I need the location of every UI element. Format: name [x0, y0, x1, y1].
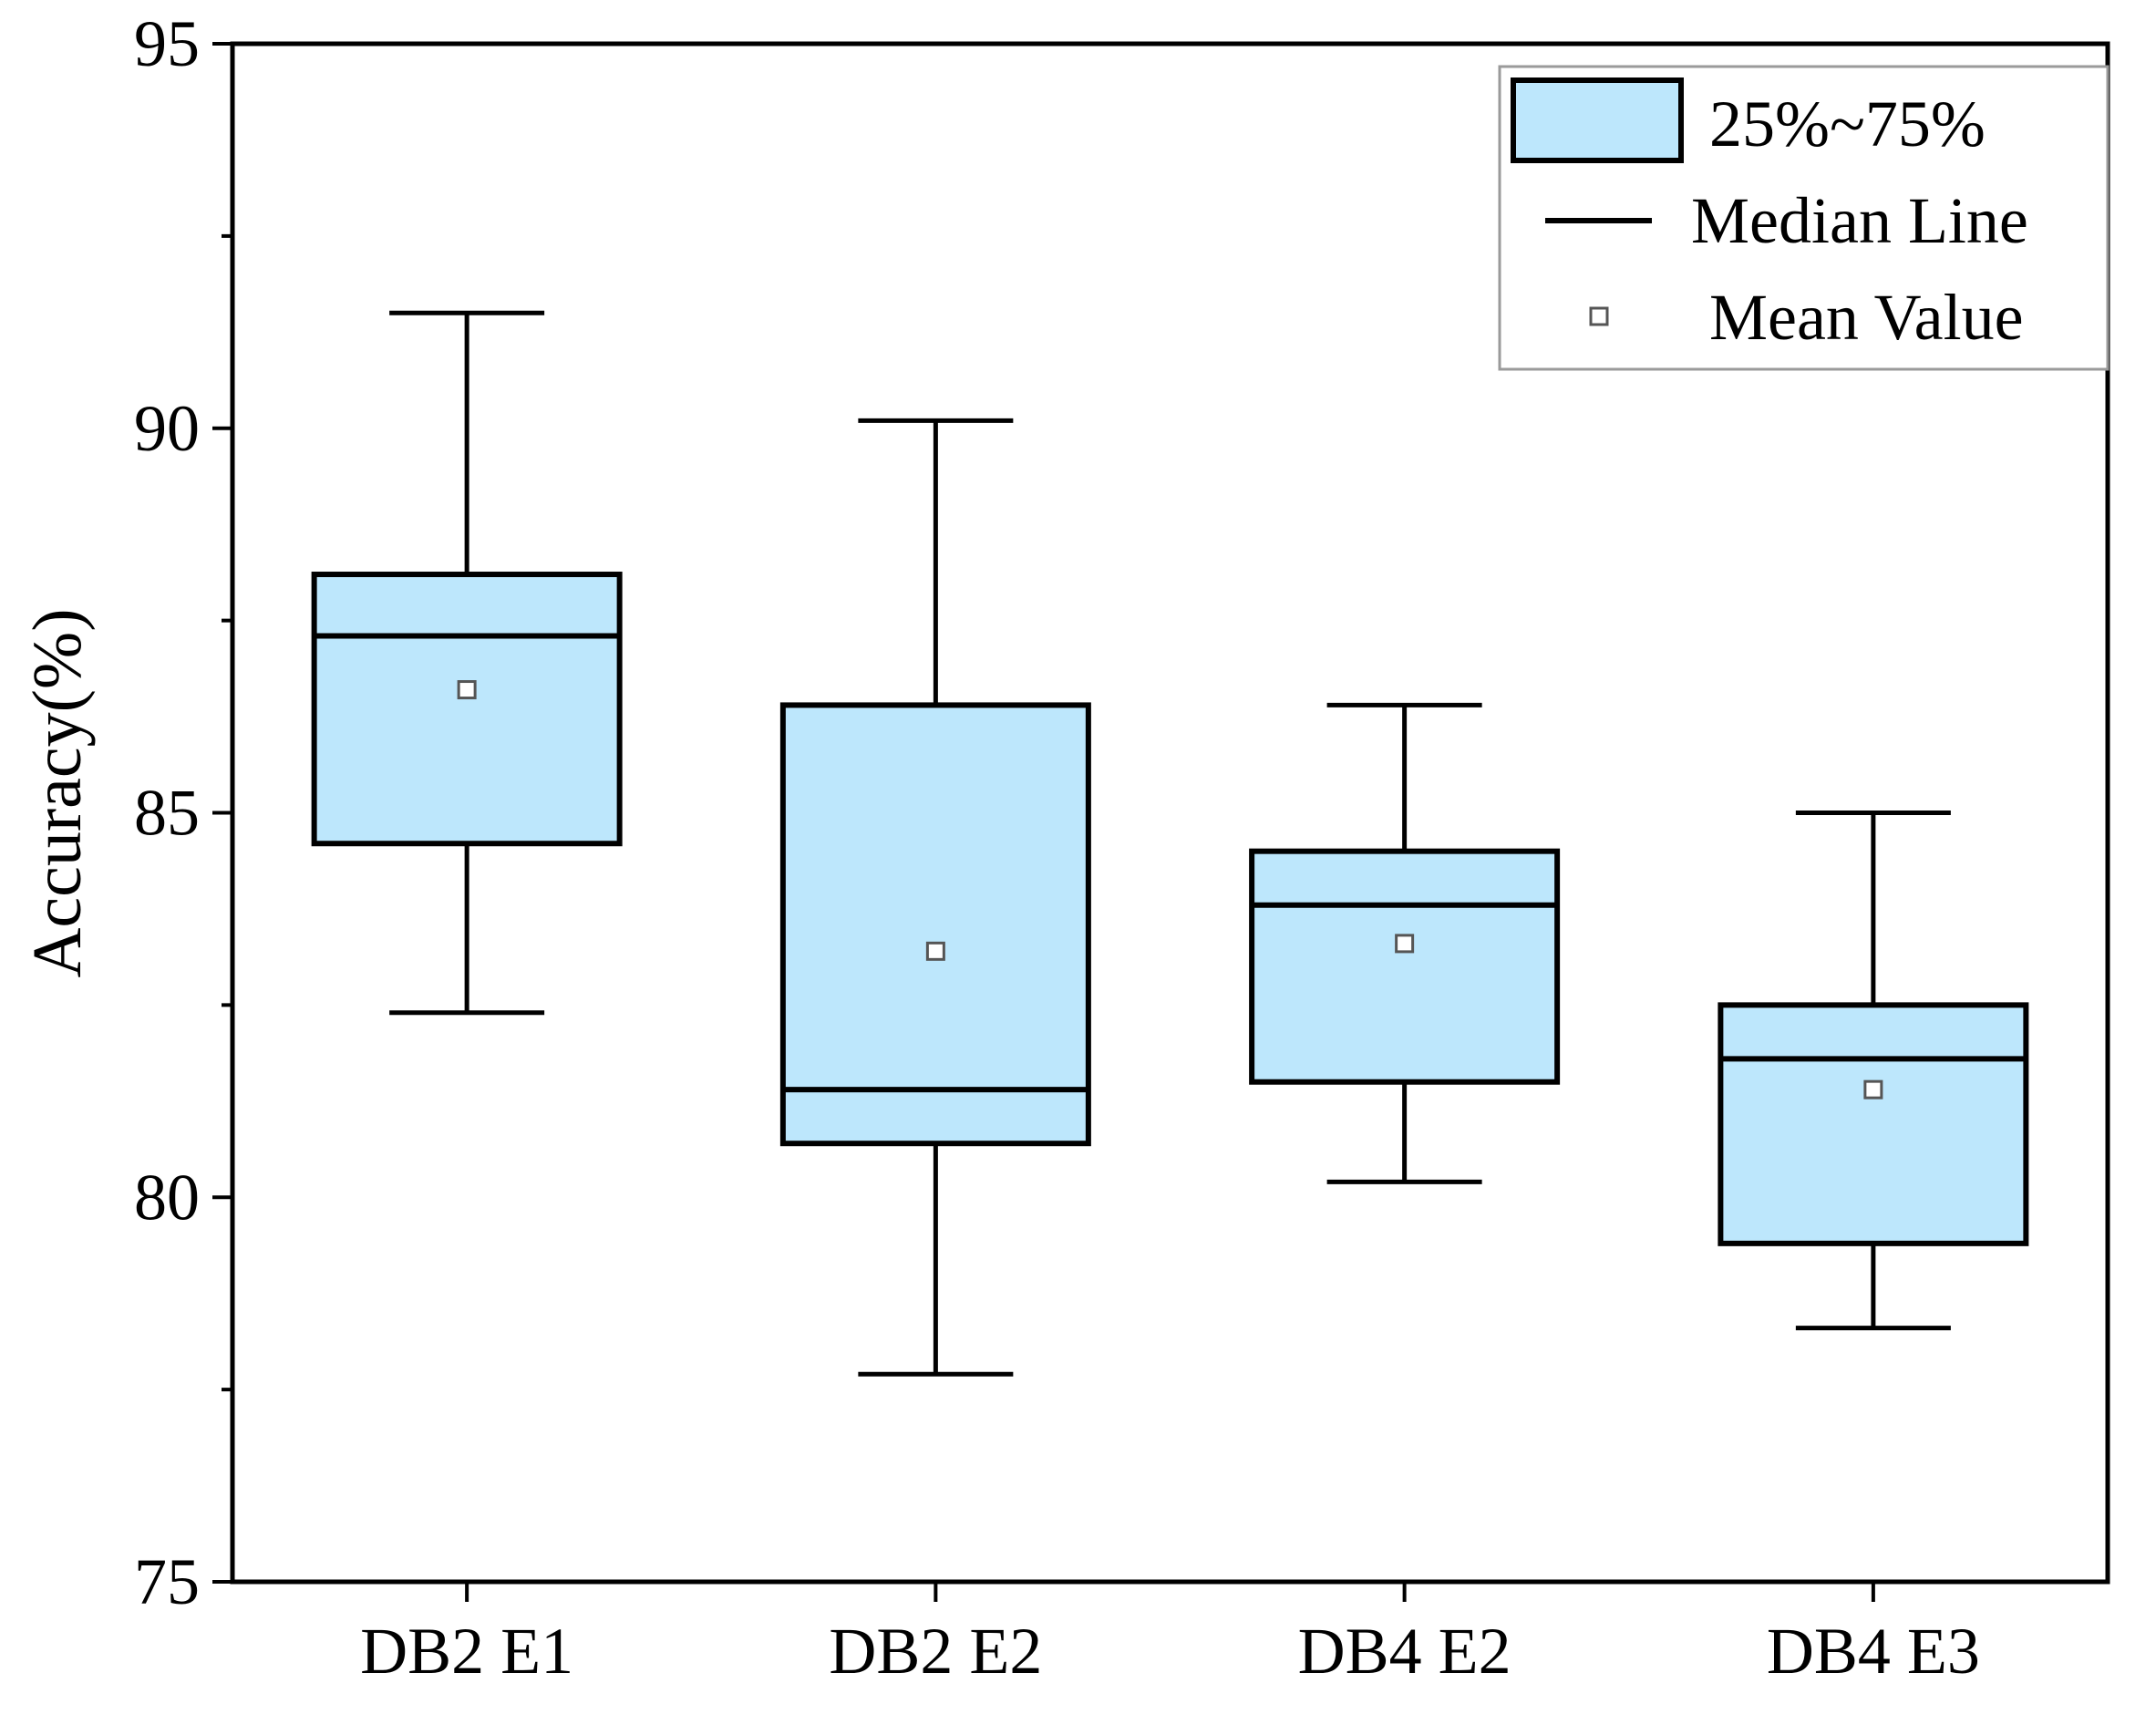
box-group — [779, 418, 1091, 1377]
legend-label-mean: Mean Value — [1709, 281, 2024, 354]
iqr-box — [311, 572, 623, 847]
box-group — [1249, 702, 1561, 1184]
legend-mean-swatch — [1589, 306, 1609, 326]
iqr-box — [1249, 848, 1561, 1085]
iqr-box — [1718, 1002, 2029, 1246]
y-tick-label: 80 — [134, 1161, 200, 1234]
mean-marker — [1395, 934, 1415, 954]
x-tick-label: DB2 E2 — [829, 1615, 1042, 1688]
legend: 25%~75% Median Line Mean Value — [1498, 65, 2110, 371]
legend-label-iqr: 25%~75% — [1709, 88, 1986, 160]
x-tick-label: DB4 E2 — [1298, 1615, 1511, 1688]
y-tick-label: 90 — [134, 392, 200, 465]
y-tick-label: 75 — [134, 1545, 200, 1618]
mean-marker — [1863, 1079, 1883, 1100]
iqr-box — [779, 702, 1091, 1147]
box-group — [1718, 811, 2029, 1331]
box-group — [311, 310, 623, 1016]
axis-layer: 75 80 85 90 95 DB2 E1 DB2 E2 DB4 E2 DB4 E3 — [134, 7, 2110, 1688]
box-layer — [311, 310, 2029, 1377]
y-axis-label: Accuracy(%) — [19, 608, 96, 977]
mean-marker — [457, 680, 477, 700]
y-tick-label: 85 — [134, 777, 200, 850]
x-tick-label: DB4 E3 — [1767, 1615, 1980, 1688]
legend-box-swatch — [1511, 77, 1684, 163]
x-tick-label: DB2 E1 — [360, 1615, 573, 1688]
y-tick-label: 95 — [134, 7, 200, 80]
mean-marker — [925, 941, 945, 961]
legend-label-median: Median Line — [1691, 184, 2028, 257]
